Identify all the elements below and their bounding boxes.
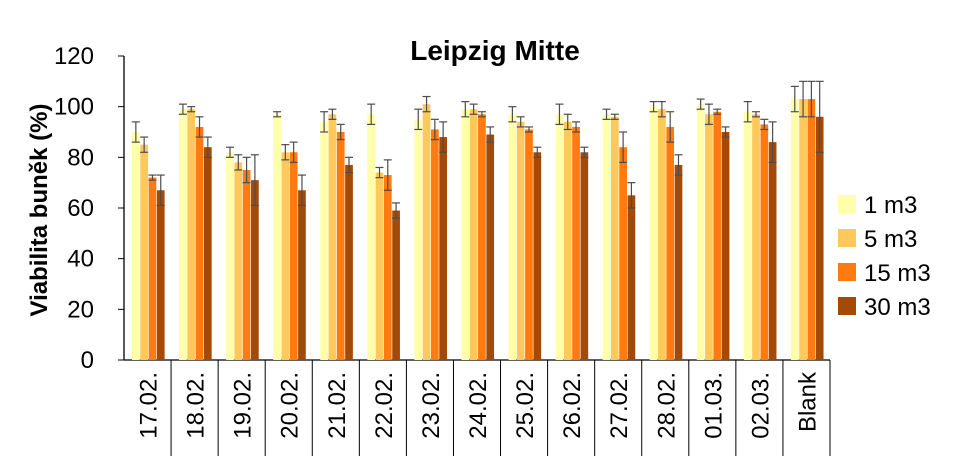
bar <box>195 126 204 360</box>
y-tick-label: 20 <box>67 296 94 323</box>
x-tick-label: 24.02. <box>465 372 492 439</box>
bar <box>439 137 447 360</box>
bar <box>705 114 713 361</box>
bar <box>148 177 157 360</box>
x-tick-label: 23.02. <box>418 372 445 439</box>
bar <box>516 121 525 360</box>
bar <box>649 106 658 361</box>
bar <box>132 132 140 360</box>
x-tick-label: 26.02. <box>559 372 586 439</box>
x-tick-label: 27.02. <box>606 372 633 439</box>
x-tick-label: 20.02. <box>277 372 304 439</box>
bar <box>226 152 234 360</box>
bar <box>815 116 824 360</box>
bar <box>328 114 337 361</box>
bar <box>140 144 148 360</box>
bar <box>713 111 722 360</box>
bar <box>602 114 611 361</box>
bar <box>760 124 769 361</box>
legend-swatch <box>838 229 856 247</box>
chart-title: Leipzig Mitte <box>410 35 580 66</box>
bar <box>392 210 400 360</box>
legend-label: 30 m3 <box>864 294 931 321</box>
bar <box>508 114 517 361</box>
y-tick-label: 120 <box>54 43 94 70</box>
bar <box>627 195 636 360</box>
bar <box>610 116 619 360</box>
x-tick-label: 01.03. <box>700 372 727 439</box>
bar <box>790 99 799 361</box>
bar <box>743 111 752 360</box>
bar <box>580 152 589 360</box>
y-tick-label: 80 <box>67 144 94 171</box>
legend: 1 m3 5 m3 15 m3 30 m3 <box>838 192 931 321</box>
bar <box>555 114 564 361</box>
legend-swatch <box>838 263 856 281</box>
bar <box>572 126 580 360</box>
x-tick-label: 28.02. <box>653 372 680 439</box>
x-tick-label: 19.02. <box>230 372 257 439</box>
bar <box>431 129 439 360</box>
bar <box>807 99 816 361</box>
bar <box>799 99 807 361</box>
bar <box>414 119 423 360</box>
bar <box>383 175 392 360</box>
bar <box>298 190 306 360</box>
bar <box>619 147 627 360</box>
bar <box>658 109 666 360</box>
bar <box>525 129 533 360</box>
legend-label: 5 m3 <box>864 226 917 253</box>
bar <box>203 147 212 360</box>
bar <box>666 126 675 360</box>
x-tick-label: 02.03. <box>747 372 774 439</box>
legend-label: 1 m3 <box>864 192 917 219</box>
bar <box>375 172 384 360</box>
bar <box>156 190 165 360</box>
bar <box>469 109 478 360</box>
bar <box>674 164 683 360</box>
bar <box>461 109 470 360</box>
bar <box>367 114 376 361</box>
legend-label: 15 m3 <box>864 260 931 287</box>
bar <box>251 180 259 360</box>
x-tick-label: 17.02. <box>136 372 163 439</box>
y-tick-label: 100 <box>54 94 94 121</box>
bar <box>563 121 572 360</box>
bar <box>281 152 290 360</box>
bar <box>320 121 328 360</box>
legend-swatch <box>838 297 856 315</box>
x-tick-label: 18.02. <box>183 372 210 439</box>
x-tick-label: Blank <box>794 371 821 432</box>
bar <box>234 162 243 360</box>
bar <box>533 152 542 360</box>
x-tick-label: 21.02. <box>324 372 351 439</box>
y-axis-title: Viabilita buněk (%) <box>26 104 53 317</box>
y-tick-label: 40 <box>67 246 94 273</box>
bar <box>273 114 281 361</box>
bar <box>768 142 777 360</box>
x-tick-label: 22.02. <box>371 372 398 439</box>
bar <box>242 170 251 360</box>
bar <box>478 114 486 361</box>
bar <box>187 109 196 360</box>
bar <box>721 132 730 360</box>
bar <box>179 109 187 360</box>
plot-area: 0 20 40 60 80 100 120 17.02. 18.02. 19.02. 20.02. 2… <box>54 43 831 456</box>
bar <box>336 132 345 360</box>
legend-swatch <box>838 195 856 213</box>
bar <box>345 164 353 360</box>
x-tick-label: 25.02. <box>512 372 539 439</box>
y-tick-label: 0 <box>81 347 94 374</box>
bar <box>486 134 495 360</box>
bar <box>696 104 705 360</box>
bar <box>422 104 431 360</box>
y-tick-label: 60 <box>67 195 94 222</box>
bar <box>289 152 298 360</box>
bar <box>752 114 760 361</box>
